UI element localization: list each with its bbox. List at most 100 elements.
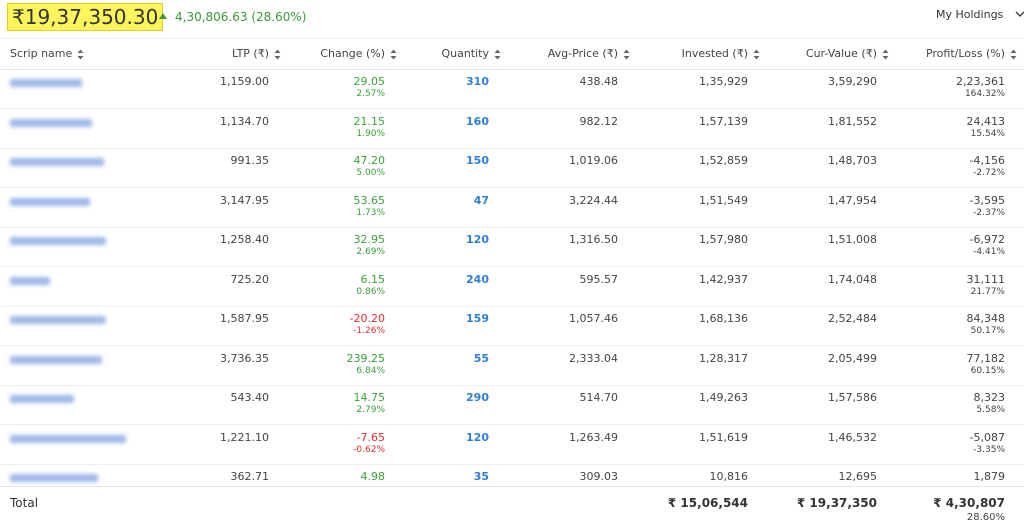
scrip-name-blurred [10, 474, 98, 482]
invested: 1,68,136 [699, 312, 748, 325]
ltp: 543.40 [230, 391, 270, 404]
invested: 1,49,263 [699, 391, 748, 404]
pl: -6,972 [969, 233, 1005, 246]
invested: 1,35,929 [699, 75, 748, 88]
column-title[interactable]: Quantity [441, 47, 489, 60]
change-pct: -0.62% [353, 444, 385, 455]
sort-icon[interactable] [274, 49, 281, 60]
change: 47.20 [353, 154, 386, 167]
change-pct: 2.79% [356, 405, 385, 415]
holding-row[interactable]: 1,258.40 32.95 2.69% 120 1,316.50 1,57,980 1,5… [0, 227, 1024, 267]
menu-label[interactable]: My Holdings [936, 8, 1004, 21]
column-title[interactable]: Avg-Price (₹) [547, 47, 618, 60]
cur-value: 2,52,484 [828, 312, 877, 325]
holding-row[interactable]: 3,736.35 239.25 6.84% 55 2,333.04 1,28,317 2,0… [0, 346, 1024, 386]
cur-value: 1,74,048 [828, 272, 877, 286]
column-title[interactable]: Change (%) [320, 47, 385, 60]
pl: -3,595 [969, 193, 1005, 207]
holding-row[interactable]: 3,147.95 53.65 1.73% 47 3,224.44 1,51,549 1,47… [0, 188, 1024, 228]
scrip-name-blurred [10, 118, 92, 127]
column-header[interactable]: Profit/Loss (%) [926, 47, 1017, 60]
column-title[interactable]: Cur-Value (₹) [805, 47, 877, 60]
column-header[interactable]: Change (%) [320, 47, 397, 60]
pl-pct: -2.37% [973, 207, 1005, 218]
change: 14.75 [353, 391, 386, 404]
sort-icon[interactable] [882, 49, 889, 60]
scrip-name-blurred [10, 237, 106, 245]
sort-icon[interactable] [77, 49, 84, 60]
column-header[interactable]: Scrip name [10, 47, 84, 60]
quantity: 120 [466, 233, 489, 246]
holding-row[interactable]: 1,587.95 -20.20 -1.26% 159 1,057.46 1,68,136 2… [0, 306, 1024, 346]
column-header[interactable]: Cur-Value (₹) [806, 47, 889, 60]
pl: 84,348 [966, 312, 1006, 325]
ltp: 3,736.35 [220, 351, 269, 365]
quantity: 290 [466, 391, 489, 404]
change: 239.25 [346, 351, 386, 365]
holding-row[interactable]: 1,134.70 21.15 1.90% 160 982.12 1,57,139 1,81,… [0, 109, 1024, 149]
column-header[interactable]: Invested (₹) [682, 47, 760, 60]
column-header[interactable]: Quantity [441, 47, 501, 60]
avg-price: 595.57 [579, 272, 619, 286]
change-pct: -1.26% [353, 326, 385, 336]
pl-pct: 21.77% [970, 286, 1005, 297]
pl: -5,087 [969, 430, 1005, 444]
invested: 1,57,139 [699, 114, 748, 128]
pl-pct: 164.32% [964, 89, 1005, 99]
change-pct: 2.57% [356, 89, 385, 99]
quantity: 150 [466, 154, 489, 167]
change: 4.98 [360, 470, 386, 483]
change: 21.15 [353, 114, 386, 128]
column-title[interactable]: Profit/Loss (%) [925, 47, 1005, 60]
scrip-name-blurred [10, 158, 104, 166]
cur-value: 1,57,586 [828, 391, 877, 404]
column-header[interactable]: Avg-Price (₹) [548, 47, 630, 60]
holding-row[interactable]: 1,221.10 -7.65 -0.62% 120 1,263.49 1,51,619 1,… [0, 425, 1024, 465]
ltp: 1,587.95 [220, 312, 269, 325]
total-invested: ₹ 15,06,544 [667, 496, 748, 510]
total-pl: ₹ 4,30,807 [933, 496, 1005, 510]
holding-row[interactable]: 1,159.00 29.05 2.57% 310 438.48 1,35,929 3,59,… [0, 69, 1024, 109]
column-header[interactable]: LTP (₹) [232, 47, 281, 60]
ltp: 1,159.00 [220, 75, 269, 88]
cur-value: 1,46,532 [828, 430, 877, 444]
invested: 1,42,937 [699, 272, 748, 286]
pl-pct: 15.54% [970, 128, 1005, 139]
avg-price: 514.70 [579, 391, 619, 404]
avg-price: 1,057.46 [569, 312, 618, 325]
sort-icon[interactable] [390, 49, 397, 60]
change: 29.05 [353, 75, 386, 88]
column-title[interactable]: LTP (₹) [231, 47, 269, 60]
sort-icon[interactable] [753, 49, 760, 60]
quantity: 120 [466, 430, 489, 444]
column-title[interactable]: Invested (₹) [681, 47, 748, 60]
pl: 8,323 [973, 391, 1006, 404]
quantity: 35 [473, 470, 489, 483]
change: 53.65 [353, 193, 386, 207]
quantity: 240 [466, 272, 489, 286]
total-label: Total [10, 496, 39, 510]
holdings-menu[interactable]: My Holdings [936, 8, 1024, 21]
invested: 10,816 [709, 470, 749, 483]
avg-price: 1,019.06 [569, 154, 618, 167]
pl: 2,23,361 [956, 75, 1005, 88]
pl-pct: 60.15% [970, 365, 1005, 376]
pl-pct: 50.17% [970, 326, 1005, 336]
sort-icon[interactable] [1010, 49, 1017, 60]
scrip-name-blurred [10, 434, 126, 443]
up-arrow [159, 13, 167, 19]
holding-row[interactable]: 991.35 47.20 5.00% 150 1,019.06 1,52,859 1,48,… [0, 148, 1024, 188]
table-header: Scrip name LTP (₹) Change (%) Quantity Avg-P… [0, 38, 1024, 70]
holding-row[interactable]: 725.20 6.15 0.86% 240 595.57 1,42,937 1,74,048… [0, 267, 1024, 307]
scrip-name-blurred [10, 355, 102, 364]
change-pct: 1.73% [356, 207, 385, 218]
invested: 1,57,980 [699, 233, 748, 246]
holding-row[interactable]: 543.40 14.75 2.79% 290 514.70 1,49,263 1,57,58… [0, 385, 1024, 425]
sort-icon[interactable] [623, 49, 630, 60]
scrip-name-blurred [10, 316, 106, 324]
scrip-name-blurred [10, 79, 82, 87]
sort-icon[interactable] [494, 49, 501, 60]
column-title[interactable]: Scrip name [10, 47, 73, 60]
cur-value: 2,05,499 [828, 351, 877, 365]
